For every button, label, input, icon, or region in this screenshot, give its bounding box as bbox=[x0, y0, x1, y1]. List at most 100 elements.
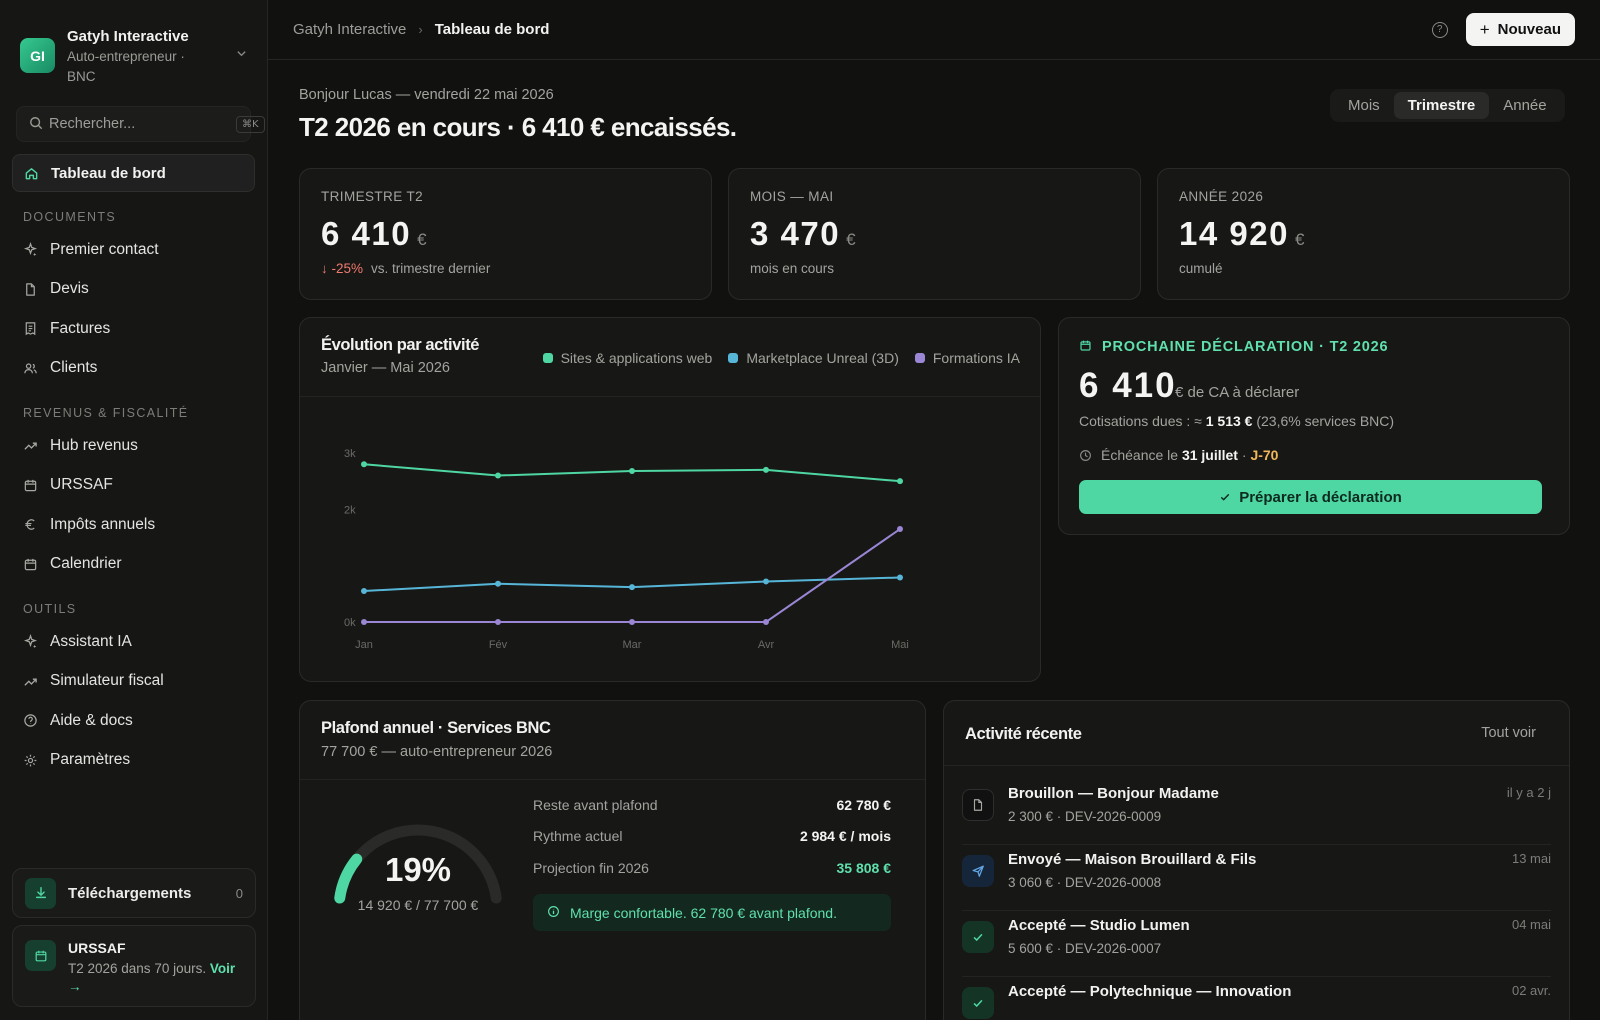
data-point[interactable] bbox=[629, 584, 635, 591]
sidebar-item-label: Paramètres bbox=[50, 751, 131, 769]
legend-label: Formations IA bbox=[932, 350, 1020, 366]
activity-item[interactable]: Accepté — Studio Lumen 5 600 € · DEV-2026… bbox=[962, 911, 1551, 977]
breadcrumb-root[interactable]: Gatyh Interactive bbox=[293, 21, 407, 38]
nav-sections: DOCUMENTS Premier contact Devis Factures Cli… bbox=[0, 210, 267, 780]
sidebar-item[interactable]: Hub revenus bbox=[0, 426, 267, 466]
data-point[interactable] bbox=[897, 526, 903, 533]
sidebar-item[interactable]: Aide & docs bbox=[0, 701, 267, 741]
data-point[interactable] bbox=[763, 578, 769, 585]
x-tick-label: Jan bbox=[355, 639, 373, 651]
stat-currency: € bbox=[417, 230, 427, 249]
plafond-row-label: Reste avant plafond bbox=[533, 797, 658, 813]
urssaf-card-link[interactable]: Voir → bbox=[68, 961, 236, 994]
chevron-down-icon[interactable] bbox=[236, 48, 247, 62]
org-switcher[interactable]: GI Gatyh Interactive Auto-entrepreneur ·… bbox=[0, 0, 267, 92]
declaration-kicker: PROCHAINE DÉCLARATION · T2 2026 bbox=[1102, 339, 1389, 355]
period-option-year[interactable]: Année bbox=[1503, 97, 1547, 114]
sidebar-item[interactable]: Paramètres bbox=[0, 741, 267, 781]
plafond-title: Plafond annuel · Services BNC bbox=[321, 719, 551, 737]
file-icon bbox=[23, 282, 50, 297]
sidebar-item-dashboard[interactable]: Tableau de bord bbox=[12, 154, 255, 192]
sidebar-item-label: Simulateur fiscal bbox=[50, 672, 164, 690]
data-point[interactable] bbox=[495, 619, 501, 625]
data-point[interactable] bbox=[763, 619, 769, 625]
sidebar-item[interactable]: Premier contact bbox=[0, 230, 267, 270]
see-all-link[interactable]: Tout voir bbox=[1481, 725, 1536, 741]
main-content: Gatyh Interactive › Tableau de bord ? + N… bbox=[268, 0, 1600, 1020]
activity-item[interactable]: Envoyé — Maison Brouillard & Fils 3 060 €… bbox=[962, 845, 1551, 911]
search-icon bbox=[29, 116, 43, 133]
sparkles-icon bbox=[23, 242, 50, 257]
nav-section-title: DOCUMENTS bbox=[23, 210, 117, 224]
sidebar-item[interactable]: Factures bbox=[0, 309, 267, 349]
sidebar-item[interactable]: Devis bbox=[0, 270, 267, 310]
urssaf-reminder: URSSAF T2 2026 dans 70 jours. Voir → bbox=[12, 925, 256, 1007]
line-chart: 0k 2k 3k Jan Fév Mar Avr Mai bbox=[344, 448, 909, 651]
sidebar-item[interactable]: Clients bbox=[0, 349, 267, 389]
plus-icon: + bbox=[1479, 19, 1490, 39]
urssaf-card-title: URSSAF bbox=[68, 940, 126, 956]
legend-item: Formations IA bbox=[914, 350, 1020, 366]
calendar-icon bbox=[23, 557, 50, 572]
info-icon bbox=[547, 905, 560, 921]
sidebar-item[interactable]: URSSAF bbox=[0, 466, 267, 506]
nav-section-title: REVENUS & FISCALITÉ bbox=[23, 406, 189, 420]
stat-delta: -25% bbox=[331, 261, 364, 276]
data-point[interactable] bbox=[629, 619, 635, 625]
x-tick-label: Mai bbox=[891, 639, 909, 651]
downloads-button[interactable]: Téléchargements 0 bbox=[12, 868, 256, 918]
plafond-row-label: Rythme actuel bbox=[533, 828, 623, 844]
check-icon bbox=[962, 987, 994, 1019]
plafond-gauge bbox=[334, 824, 502, 904]
declaration-unit: € de CA à déclarer bbox=[1175, 384, 1300, 401]
sidebar-item-label: Devis bbox=[50, 280, 89, 298]
period-option-quarter[interactable]: Trimestre bbox=[1393, 92, 1490, 119]
activity-chart-card: Évolution par activité Janvier — Mai 202… bbox=[299, 317, 1041, 682]
sidebar-item[interactable]: Calendrier bbox=[0, 545, 267, 585]
data-point[interactable] bbox=[495, 580, 501, 587]
declaration-value: 6 410 bbox=[1079, 366, 1177, 405]
stat-note: vs. trimestre dernier bbox=[371, 261, 491, 276]
search-input[interactable] bbox=[49, 116, 236, 132]
activity-item-title: Brouillon — Bonjour Madame bbox=[1008, 785, 1219, 802]
data-point[interactable] bbox=[361, 588, 367, 595]
new-button-label: Nouveau bbox=[1497, 21, 1561, 38]
new-button[interactable]: + Nouveau bbox=[1465, 13, 1575, 46]
activity-item-title: Envoyé — Maison Brouillard & Fils bbox=[1008, 851, 1257, 868]
plafond-row-label: Projection fin 2026 bbox=[533, 860, 649, 876]
activity-item-date: 13 mai bbox=[1511, 851, 1551, 866]
period-option-month[interactable]: Mois bbox=[1348, 97, 1380, 114]
gear-icon bbox=[23, 753, 50, 768]
stat-value: 6 410 bbox=[321, 215, 412, 252]
plafond-row: Reste avant plafond 62 780 € bbox=[533, 797, 891, 813]
calendar-icon bbox=[23, 478, 50, 493]
data-point[interactable] bbox=[361, 461, 367, 468]
data-point[interactable] bbox=[897, 574, 903, 581]
data-point[interactable] bbox=[897, 478, 903, 485]
search-box[interactable]: ⌘K bbox=[16, 106, 265, 142]
activity-item[interactable]: Accepté — Polytechnique — Innovation 02 a… bbox=[962, 977, 1551, 1020]
activity-item-date: 02 avr. bbox=[1511, 983, 1551, 998]
sidebar-item[interactable]: Assistant IA bbox=[0, 622, 267, 662]
help-icon[interactable]: ? bbox=[1431, 21, 1448, 38]
plafond-row-value: 2 984 € / mois bbox=[799, 828, 891, 844]
stat-value: 3 470 bbox=[750, 215, 841, 252]
sidebar-item[interactable]: Simulateur fiscal bbox=[0, 662, 267, 702]
nav-section-title: OUTILS bbox=[23, 602, 77, 616]
due-date: 31 juillet bbox=[1181, 447, 1238, 463]
activity-item[interactable]: Brouillon — Bonjour Madame 2 300 € · DEV-… bbox=[962, 779, 1551, 845]
breadcrumb-current: Tableau de bord bbox=[434, 21, 550, 38]
send-icon bbox=[962, 855, 994, 887]
stat-note: mois en cours bbox=[750, 261, 835, 276]
sparkles-icon bbox=[23, 634, 50, 649]
stat-currency: € bbox=[846, 230, 856, 249]
data-point[interactable] bbox=[495, 472, 501, 479]
prepare-declaration-button[interactable]: Préparer la déclaration bbox=[1079, 480, 1542, 514]
data-point[interactable] bbox=[763, 466, 769, 473]
sidebar-item[interactable]: Impôts annuels bbox=[0, 505, 267, 545]
legend-swatch bbox=[542, 353, 553, 363]
page-title: T2 2026 en cours · 6 410 € encaissés. bbox=[299, 112, 737, 142]
data-point[interactable] bbox=[361, 619, 367, 625]
plafond-card: Plafond annuel · Services BNC 77 700 € —… bbox=[299, 700, 926, 1020]
data-point[interactable] bbox=[629, 468, 635, 475]
